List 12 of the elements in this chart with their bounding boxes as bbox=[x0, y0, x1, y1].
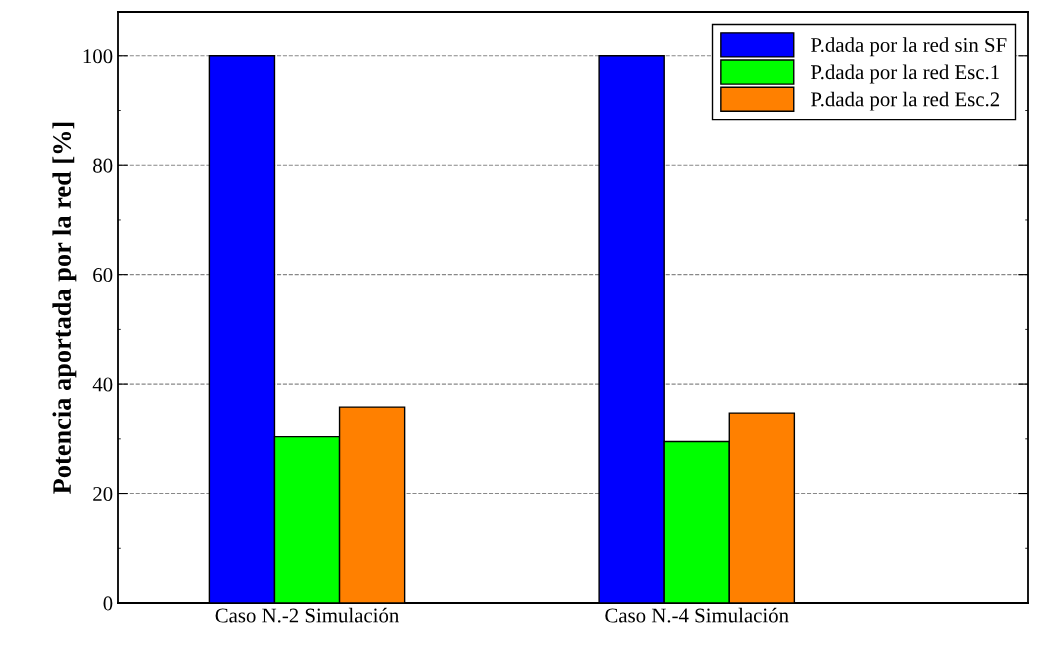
x-tick-label: Caso N.-4 Simulación bbox=[605, 607, 789, 623]
y-tick-label: 100 bbox=[83, 49, 113, 64]
y-tick-label: 80 bbox=[93, 158, 113, 173]
y-tick-label: 0 bbox=[103, 596, 113, 611]
y-tick-label: 20 bbox=[93, 486, 113, 501]
legend-label: P.dada por la red sin SF bbox=[811, 37, 1007, 57]
y-axis-title: Potencia aportada por la red [%] bbox=[52, 122, 77, 494]
y-tick-label: 60 bbox=[93, 268, 113, 283]
legend-label: P.dada por la red Esc.2 bbox=[811, 91, 1000, 111]
y-tick-label: 40 bbox=[92, 377, 113, 392]
legend-label: P.dada por la red Esc.1 bbox=[811, 64, 999, 84]
x-tick-label: Caso N.-2 Simulación bbox=[215, 607, 399, 623]
